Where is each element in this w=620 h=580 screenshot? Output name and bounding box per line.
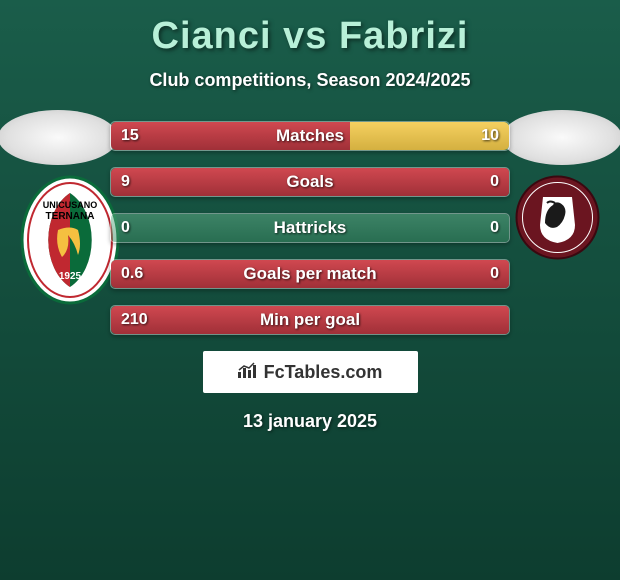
stat-value-right: 0	[490, 173, 499, 191]
svg-text:1925: 1925	[59, 271, 82, 282]
footer-brand[interactable]: FcTables.com	[203, 351, 418, 393]
stat-row-goals-per-match: 0.6 Goals per match 0	[110, 259, 510, 289]
avatar-left-placeholder	[0, 110, 118, 165]
subtitle: Club competitions, Season 2024/2025	[0, 70, 620, 91]
chart-icon	[238, 362, 258, 383]
stat-row-goals: 9 Goals 0	[110, 167, 510, 197]
stat-row-hattricks: 0 Hattricks 0	[110, 213, 510, 243]
stat-label: Matches	[276, 126, 344, 146]
avatar-right-placeholder	[502, 110, 620, 165]
stat-row-matches: 15 Matches 10	[110, 121, 510, 151]
stat-value-right: 0	[490, 219, 499, 237]
team-badge-right	[515, 175, 600, 260]
svg-text:TERNANA: TERNANA	[46, 211, 95, 222]
stats-container: 15 Matches 10 9 Goals 0 0 Hattricks 0 0.…	[110, 121, 510, 335]
stat-value-right: 0	[490, 265, 499, 283]
stat-label: Goals per match	[243, 264, 376, 284]
stat-value-left: 9	[121, 173, 130, 191]
arezzo-badge-icon	[515, 175, 600, 260]
stat-row-min-per-goal: 210 Min per goal	[110, 305, 510, 335]
stat-label: Goals	[286, 172, 333, 192]
stat-label: Min per goal	[260, 310, 360, 330]
date-text: 13 january 2025	[0, 411, 620, 432]
team-badge-left: UNICUSANO TERNANA 1925	[20, 175, 120, 305]
stat-label: Hattricks	[274, 218, 347, 238]
page-title: Cianci vs Fabrizi	[0, 15, 620, 58]
brand-text: FcTables.com	[264, 362, 383, 383]
comparison-container: Cianci vs Fabrizi Club competitions, Sea…	[0, 0, 620, 442]
stat-value-left: 0	[121, 219, 130, 237]
svg-text:UNICUSANO: UNICUSANO	[43, 200, 98, 210]
ternana-badge-icon: UNICUSANO TERNANA 1925	[20, 175, 120, 305]
stat-value-left: 210	[121, 311, 148, 329]
stat-value-left: 0.6	[121, 265, 143, 283]
stat-value-right: 10	[481, 127, 499, 145]
stat-value-left: 15	[121, 127, 139, 145]
